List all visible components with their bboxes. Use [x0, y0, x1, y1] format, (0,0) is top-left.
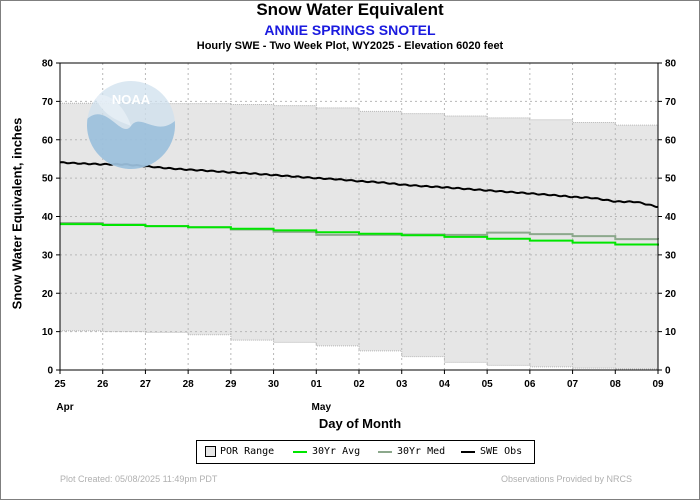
legend-swatch-por-range [205, 446, 216, 457]
por-range-band [60, 103, 658, 370]
x-tick-label-0: 25 [54, 379, 66, 390]
y-tick-label-left-80: 80 [42, 59, 54, 70]
plot-created-note: Plot Created: 05/08/2025 11:49pm PDT [60, 474, 218, 484]
x-axis-label: Day of Month [318, 416, 402, 431]
legend-label-30yr-med: 30Yr Med [397, 446, 446, 457]
x-tick-label-4: 29 [225, 379, 237, 390]
legend-label-swe-obs: SWE Obs [480, 446, 523, 457]
series-swe-obs-line [59, 161, 659, 209]
legend-label-30yr-avg: 30Yr Avg [312, 446, 361, 457]
y-tick-label-right-60: 60 [665, 135, 677, 146]
legend-swatch-30yr-avg [293, 451, 307, 453]
y-tick-label-right-70: 70 [665, 97, 677, 108]
y-tick-label-right-50: 50 [665, 174, 677, 185]
x-tick-label-6: 01 [311, 379, 323, 390]
month-label-may: May [312, 402, 332, 413]
noaa-logo: NOAA [87, 81, 175, 169]
y-tick-label-right-40: 40 [665, 212, 677, 223]
x-tick-label-11: 06 [524, 379, 536, 390]
series-30yr-avg-line [60, 223, 659, 246]
x-tick-label-1: 26 [97, 379, 109, 390]
x-tick-label-12: 07 [567, 379, 579, 390]
legend-label-por-range: POR Range [220, 446, 275, 457]
x-tick-label-7: 02 [353, 379, 365, 390]
x-tick-label-3: 28 [183, 379, 195, 390]
x-tick-label-5: 30 [268, 379, 280, 390]
x-tick-label-8: 03 [396, 379, 408, 390]
y-tick-label-right-20: 20 [665, 289, 677, 300]
y-tick-label-right-30: 30 [665, 250, 677, 261]
y-tick-label-right-0: 0 [665, 366, 671, 377]
y-tick-label-right-10: 10 [665, 327, 677, 338]
data-source-note: Observations Provided by NRCS [500, 474, 632, 484]
legend-swatch-swe-obs [461, 451, 475, 453]
y-tick-label-left-50: 50 [42, 174, 54, 185]
y-tick-label-left-60: 60 [42, 135, 54, 146]
y-tick-label-left-40: 40 [42, 212, 54, 223]
y-tick-label-left-10: 10 [42, 327, 54, 338]
y-tick-label-left-20: 20 [42, 289, 54, 300]
y-tick-label-left-0: 0 [47, 366, 53, 377]
plot-description: Hourly SWE - Two Week Plot, WY2025 - Ele… [196, 40, 504, 52]
y-tick-label-right-80: 80 [665, 59, 677, 70]
x-tick-label-13: 08 [610, 379, 622, 390]
por-range-lower-edge [60, 330, 659, 370]
x-tick-label-10: 05 [482, 379, 494, 390]
y-tick-label-left-30: 30 [42, 250, 54, 261]
x-tick-label-2: 27 [140, 379, 152, 390]
noaa-logo-text: NOAA [112, 92, 151, 107]
por-range-upper-edge [60, 102, 659, 127]
chart-title: Snow Water Equivalent [256, 0, 444, 19]
legend-swatch-30yr-med [378, 451, 392, 453]
month-label-apr: Apr [56, 402, 73, 413]
station-name: ANNIE SPRINGS SNOTEL [264, 22, 436, 38]
x-tick-label-14: 09 [652, 379, 664, 390]
x-tick-label-9: 04 [439, 379, 451, 390]
chart-legend: POR Range 30Yr Avg 30Yr Med SWE Obs [196, 440, 535, 464]
y-tick-label-left-70: 70 [42, 97, 54, 108]
